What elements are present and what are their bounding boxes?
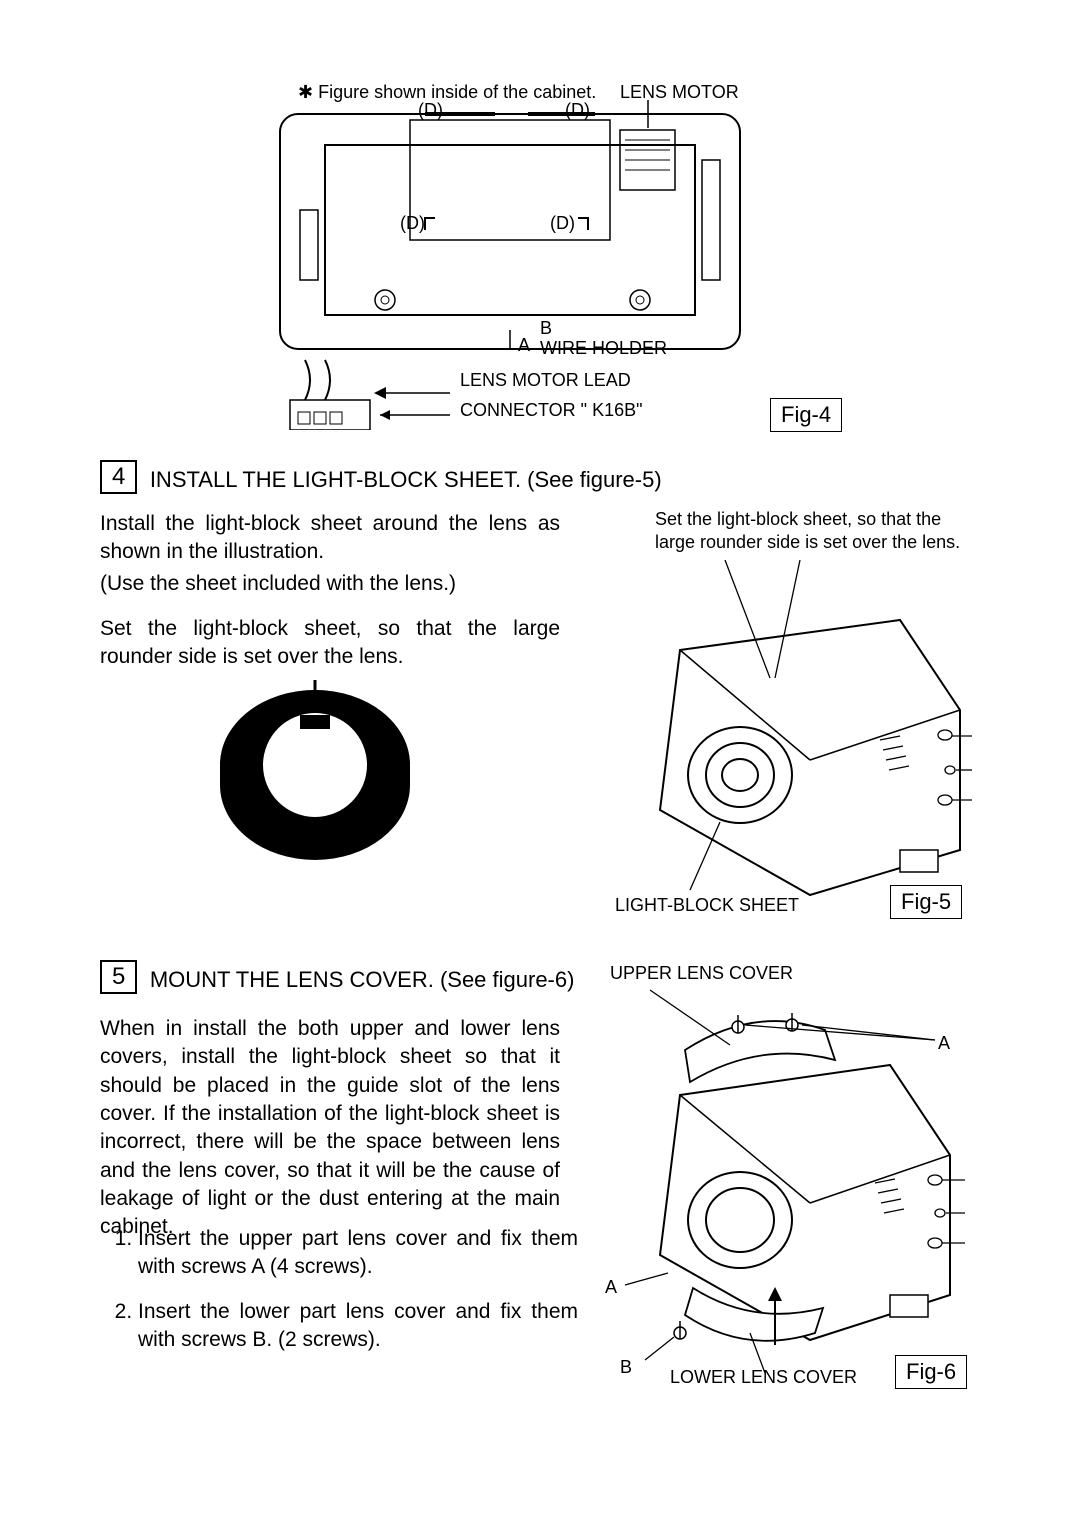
fig4-wire-holder: WIRE HOLDER [540, 338, 667, 359]
fig6-a1: A [938, 1033, 950, 1054]
fig5-label: Fig-5 [890, 885, 962, 919]
fig4-lens-motor-lead: LENS MOTOR LEAD [460, 370, 631, 391]
fig6-b: B [620, 1357, 632, 1378]
step4-lens-silhouette [200, 680, 430, 920]
step4-title: INSTALL THE LIGHT-BLOCK SHEET. (See figu… [150, 467, 662, 492]
step4-p1b: (Use the sheet included with the lens.) [100, 570, 560, 598]
step5-header: 5 MOUNT THE LENS COVER. (See figure-6) [100, 960, 574, 994]
fig6-diagram [590, 985, 990, 1385]
step5-num: 5 [100, 960, 137, 994]
fig4-d3: (D) [400, 213, 425, 234]
fig4-label: Fig-4 [770, 398, 842, 432]
step4-right-caption: Set the light-block sheet, so that the l… [655, 508, 975, 555]
fig4-connector: CONNECTOR " K16B" [460, 400, 643, 421]
page: ✱ Figure shown inside of the cabinet. LE… [0, 0, 1080, 1528]
fig5-diagram [600, 560, 980, 920]
step5-p1: When in install the both upper and lower… [100, 1015, 560, 1242]
fig6-a2: A [605, 1277, 617, 1298]
fig4-b: B [540, 318, 552, 339]
fig6-upper-lens-cover-label: UPPER LENS COVER [610, 963, 793, 984]
step5-li2: Insert the lower part lens cover and fix… [138, 1298, 578, 1355]
fig6-label: Fig-6 [895, 1355, 967, 1389]
fig6-lower-lens-cover-label: LOWER LENS COVER [670, 1367, 857, 1388]
step4-p2: Set the light-block sheet, so that the l… [100, 615, 560, 672]
step5-li1: Insert the upper part lens cover and fix… [138, 1225, 578, 1282]
step5-list: Insert the upper part lens cover and fix… [110, 1225, 578, 1370]
step4-num: 4 [100, 460, 137, 494]
fig4-d4: (D) [550, 213, 575, 234]
step4-header: 4 INSTALL THE LIGHT-BLOCK SHEET. (See fi… [100, 460, 662, 494]
step4-p1: Install the light-block sheet around the… [100, 510, 560, 567]
step5-title: MOUNT THE LENS COVER. (See figure-6) [150, 967, 575, 992]
fig4-a: A [518, 335, 530, 356]
fig4-d2: (D) [565, 100, 590, 121]
fig4-d1: (D) [418, 100, 443, 121]
fig5-light-block-sheet-label: LIGHT-BLOCK SHEET [615, 895, 799, 916]
